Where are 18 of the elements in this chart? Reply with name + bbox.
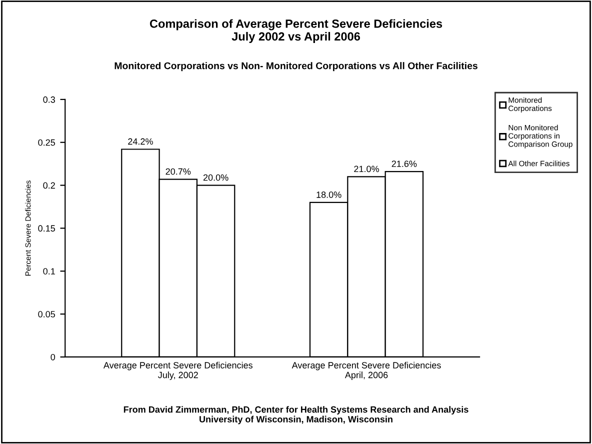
data-label: 21.0%	[354, 166, 379, 172]
x-tick-label: Average Percent Severe Deficiencies April, 2006	[292, 362, 441, 380]
y-tick-label: 0.3	[43, 96, 55, 103]
y-tick-label: 0.2	[43, 182, 55, 189]
y-tick-label: 0.25	[38, 139, 56, 146]
chart-subtitle: Monitored Corporations vs Non- Monitored Corporations vs All Other Facilities	[114, 62, 478, 72]
data-label: 24.2%	[128, 138, 153, 145]
data-label: 20.0%	[203, 174, 228, 181]
y-tick-label: 0	[50, 354, 56, 360]
y-tick-label: 0.15	[38, 225, 56, 232]
data-label: 20.7%	[166, 168, 191, 175]
data-label: 21.6%	[392, 160, 417, 167]
x-tick-label: Average Percent Severe Deficiencies July, 2002	[103, 362, 253, 380]
text: From David Zimmerman, PhD, Center for Health Systems Research and Analysis University of Wisconsin, Madison, Wisconsin	[124, 406, 468, 424]
y-tick-label: 0.05	[38, 311, 56, 318]
y-tick-label: 0.1	[43, 268, 55, 274]
data-label: 18.0%	[316, 192, 342, 198]
chart-title: Comparison of Average Percent Severe Deficiencies July 2002 vs April 2006	[150, 19, 442, 43]
